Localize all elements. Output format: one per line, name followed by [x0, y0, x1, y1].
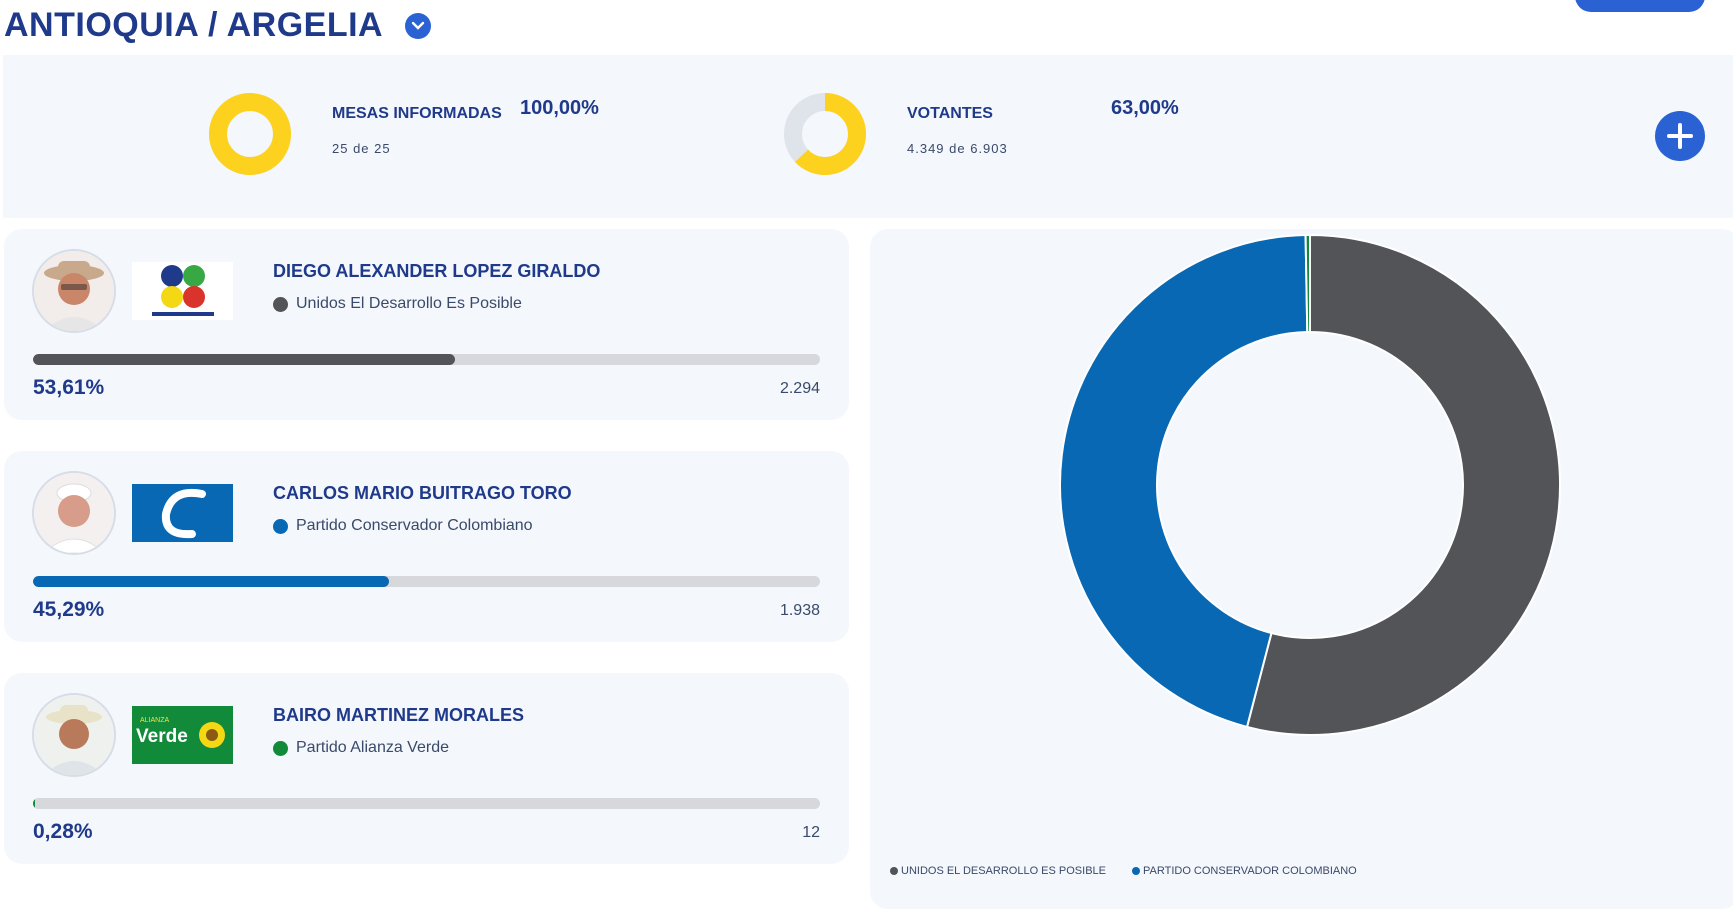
- mesas-progress-ring: [209, 93, 291, 175]
- candidate-party: Unidos El Desarrollo Es Posible: [273, 295, 522, 313]
- mesas-percent: 100,00%: [520, 97, 599, 119]
- mesas-stat: MESAS INFORMADAS 100,00% 25 de 25: [207, 91, 627, 187]
- legend-item: UNIDOS EL DESARROLLO ES POSIBLE: [890, 865, 1106, 877]
- donut-slice-2[interactable]: [1304, 233, 1311, 334]
- donut-slice-1[interactable]: [1059, 234, 1309, 729]
- legend-dot: [1132, 867, 1140, 875]
- chevron-down-icon: [411, 21, 425, 30]
- candidate-name: CARLOS MARIO BUITRAGO TORO: [273, 483, 572, 503]
- mesas-count: 25 de 25: [332, 141, 391, 156]
- legend-dot: [890, 867, 898, 875]
- candidate-votes: 12: [802, 824, 820, 841]
- top-right-button[interactable]: [1575, 0, 1705, 12]
- conservador-logo: [132, 484, 233, 542]
- votantes-progress-ring: [784, 93, 866, 175]
- legend-item: PARTIDO CONSERVADOR COLOMBIANO: [1132, 865, 1357, 877]
- page-title-text: ANTIOQUIA / ARGELIA: [4, 6, 384, 44]
- party-name: Partido Conservador Colombiano: [296, 517, 533, 534]
- legend-label: UNIDOS EL DESARROLLO ES POSIBLE: [901, 865, 1106, 877]
- party-color-dot: [273, 296, 288, 312]
- candidate-party: Partido Conservador Colombiano: [273, 517, 533, 535]
- candidate-party: Partido Alianza Verde: [273, 739, 449, 757]
- alianza-verde-logo: ALIANZA Verde: [132, 706, 233, 764]
- party-name: Partido Alianza Verde: [296, 739, 449, 756]
- candidate-photo: [34, 473, 114, 553]
- legend-label: PARTIDO CONSERVADOR COLOMBIANO: [1143, 865, 1357, 877]
- unidos-logo: [132, 262, 233, 320]
- party-color-dot: [273, 518, 288, 534]
- vote-progress-fill: [33, 798, 36, 809]
- party-logo: [132, 262, 233, 320]
- candidate-card: DIEGO ALEXANDER LOPEZ GIRALDO Unidos El …: [4, 229, 849, 420]
- candidate-avatar: [32, 249, 116, 333]
- party-color-dot: [273, 740, 288, 756]
- vote-progress-bar: [33, 354, 820, 365]
- votantes-percent: 63,00%: [1111, 97, 1179, 119]
- candidate-avatar: [32, 693, 116, 777]
- candidate-name: DIEGO ALEXANDER LOPEZ GIRALDO: [273, 261, 601, 281]
- stats-panel: MESAS INFORMADAS 100,00% 25 de 25 VOTANT…: [3, 55, 1733, 218]
- candidate-votes: 2.294: [779, 380, 820, 397]
- votantes-label: VOTANTES: [907, 105, 993, 122]
- candidate-votes: 1.938: [779, 602, 820, 619]
- candidate-percent: 0,28%: [33, 820, 93, 843]
- vote-progress-bar: [33, 576, 820, 587]
- results-chart-panel: UNIDOS EL DESARROLLO ES POSIBLE PARTIDO …: [870, 229, 1733, 909]
- candidate-photo: [34, 695, 114, 775]
- plus-icon: [1667, 123, 1693, 149]
- vote-progress-fill: [33, 576, 390, 587]
- donut-slice-0[interactable]: [1245, 233, 1562, 736]
- party-name: Unidos El Desarrollo Es Posible: [296, 295, 522, 312]
- party-logo: ALIANZA Verde: [132, 706, 233, 764]
- page-title: ANTIOQUIA / ARGELIA: [4, 6, 432, 45]
- candidate-photo: [34, 251, 114, 331]
- verde-small-text: ALIANZA: [140, 717, 170, 724]
- votantes-count: 4.349 de 6.903: [907, 141, 1008, 156]
- candidate-percent: 53,61%: [33, 376, 105, 399]
- votantes-stat: VOTANTES 63,00% 4.349 de 6.903: [782, 91, 1202, 187]
- vote-progress-bar: [33, 798, 820, 809]
- results-donut-chart: [1059, 233, 1562, 736]
- candidate-name: BAIRO MARTINEZ MORALES: [273, 705, 524, 725]
- candidate-percent: 45,29%: [33, 598, 105, 621]
- party-logo: [132, 484, 233, 542]
- verde-text: Verde: [136, 726, 188, 747]
- mesas-label: MESAS INFORMADAS: [332, 105, 502, 122]
- candidate-card: CARLOS MARIO BUITRAGO TORO Partido Conse…: [4, 451, 849, 642]
- chart-legend: UNIDOS EL DESARROLLO ES POSIBLE PARTIDO …: [890, 865, 1357, 877]
- vote-progress-fill: [33, 354, 455, 365]
- expand-button[interactable]: [1655, 111, 1705, 161]
- candidate-avatar: [32, 471, 116, 555]
- candidate-card: ALIANZA Verde BAIRO MARTINEZ MORALES Par…: [4, 673, 849, 864]
- location-dropdown-button[interactable]: [405, 12, 432, 39]
